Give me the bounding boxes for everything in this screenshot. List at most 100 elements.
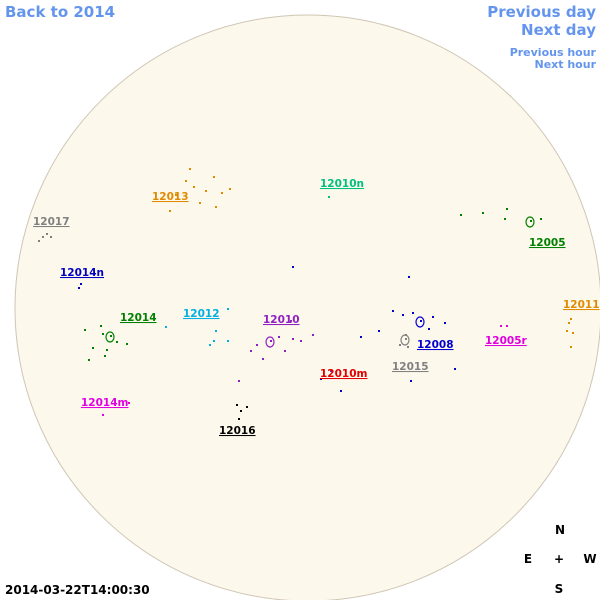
sunspot xyxy=(284,350,286,352)
region-label[interactable]: 12008 xyxy=(417,339,454,351)
sunspot xyxy=(290,320,292,322)
sunspot xyxy=(209,344,211,346)
sunspot xyxy=(330,370,332,372)
compass-center: + xyxy=(554,552,564,566)
sunspot xyxy=(126,343,128,345)
sunspot xyxy=(50,236,52,238)
sunspot xyxy=(444,322,446,324)
sunspot xyxy=(262,358,264,360)
sunspot xyxy=(215,330,217,332)
sunspot xyxy=(78,287,80,289)
sunspot xyxy=(402,314,404,316)
sunspot xyxy=(360,336,362,338)
sunspot xyxy=(270,340,272,342)
sunspot xyxy=(292,266,294,268)
sunspot xyxy=(165,326,167,328)
sunspot xyxy=(116,341,118,343)
sunspot xyxy=(84,329,86,331)
region-label[interactable]: 12012 xyxy=(183,308,220,320)
sunspot xyxy=(500,325,502,327)
sunspot xyxy=(106,349,108,351)
sunspot xyxy=(92,347,94,349)
compass: N E + W S xyxy=(524,523,597,596)
next-hour-link[interactable]: Next hour xyxy=(535,58,597,71)
previous-day-link[interactable]: Previous day xyxy=(487,3,596,21)
sunspot xyxy=(312,334,314,336)
sunspot xyxy=(568,322,570,324)
sunspot xyxy=(408,276,410,278)
sunspot xyxy=(175,194,177,196)
sunspot-contour xyxy=(415,316,425,328)
sunspot xyxy=(540,218,542,220)
sunspot xyxy=(482,212,484,214)
sunspot xyxy=(189,168,191,170)
sunspot xyxy=(412,312,414,314)
sunspot xyxy=(572,332,574,334)
sunspot xyxy=(100,325,102,327)
sunspot xyxy=(566,330,568,332)
sunspot xyxy=(193,186,195,188)
sunspot xyxy=(80,283,82,285)
compass-west: W xyxy=(583,552,596,566)
region-label[interactable]: 12014m xyxy=(81,397,129,409)
sunspot xyxy=(410,380,412,382)
sunspot xyxy=(110,335,112,337)
sunspot xyxy=(236,404,238,406)
sunspot xyxy=(205,190,207,192)
compass-east: E xyxy=(524,552,532,566)
sunspot xyxy=(570,318,572,320)
sunspot xyxy=(250,350,252,352)
sunspot xyxy=(300,340,302,342)
region-label[interactable]: 12005r xyxy=(485,335,528,347)
sunspot xyxy=(378,330,380,332)
next-day-link[interactable]: Next day xyxy=(521,21,596,39)
sunspot xyxy=(185,180,187,182)
sunspot xyxy=(227,340,229,342)
region-label[interactable]: 12013 xyxy=(152,191,189,203)
sunspot xyxy=(88,359,90,361)
region-label[interactable]: 12014 xyxy=(120,312,157,324)
sunspot xyxy=(102,414,104,416)
region-label[interactable]: 12017 xyxy=(33,216,70,228)
sunspot xyxy=(432,316,434,318)
sunspot xyxy=(454,368,456,370)
sunspot xyxy=(199,202,201,204)
previous-hour-link[interactable]: Previous hour xyxy=(510,46,597,59)
region-label[interactable]: 12010 xyxy=(263,314,300,326)
sunspot xyxy=(240,410,242,412)
sunspot xyxy=(504,218,506,220)
sunspot xyxy=(42,236,44,238)
sunspot xyxy=(328,196,330,198)
region-label[interactable]: 12015 xyxy=(392,361,429,373)
sunspot xyxy=(238,418,240,420)
sunspot xyxy=(405,334,407,336)
region-label[interactable]: 12016 xyxy=(219,425,256,437)
sunspot xyxy=(256,344,258,346)
sunspot xyxy=(405,338,407,340)
sunspot xyxy=(46,233,48,235)
sunspot xyxy=(392,310,394,312)
sunspot xyxy=(460,214,462,216)
solar-disk xyxy=(14,14,600,600)
sunspot xyxy=(420,320,422,322)
sunspot xyxy=(38,240,40,242)
region-label[interactable]: 12010n xyxy=(320,178,364,190)
sunspot xyxy=(530,220,532,222)
sunspot xyxy=(506,325,508,327)
back-link[interactable]: Back to 2014 xyxy=(5,3,115,21)
sunspot xyxy=(221,192,223,194)
sunspot xyxy=(320,378,322,380)
sunspot xyxy=(215,206,217,208)
region-label[interactable]: 12005 xyxy=(529,237,566,249)
sunspot xyxy=(102,333,104,335)
sunspot xyxy=(399,344,401,346)
region-label[interactable]: 12011 xyxy=(563,299,600,311)
region-label[interactable]: 12010m xyxy=(320,368,368,380)
sunspot xyxy=(292,338,294,340)
sunspot xyxy=(570,346,572,348)
sunspot xyxy=(278,336,280,338)
sunspot xyxy=(407,346,409,348)
region-label[interactable]: 12014n xyxy=(60,267,104,279)
sunspot-contour xyxy=(525,216,535,228)
